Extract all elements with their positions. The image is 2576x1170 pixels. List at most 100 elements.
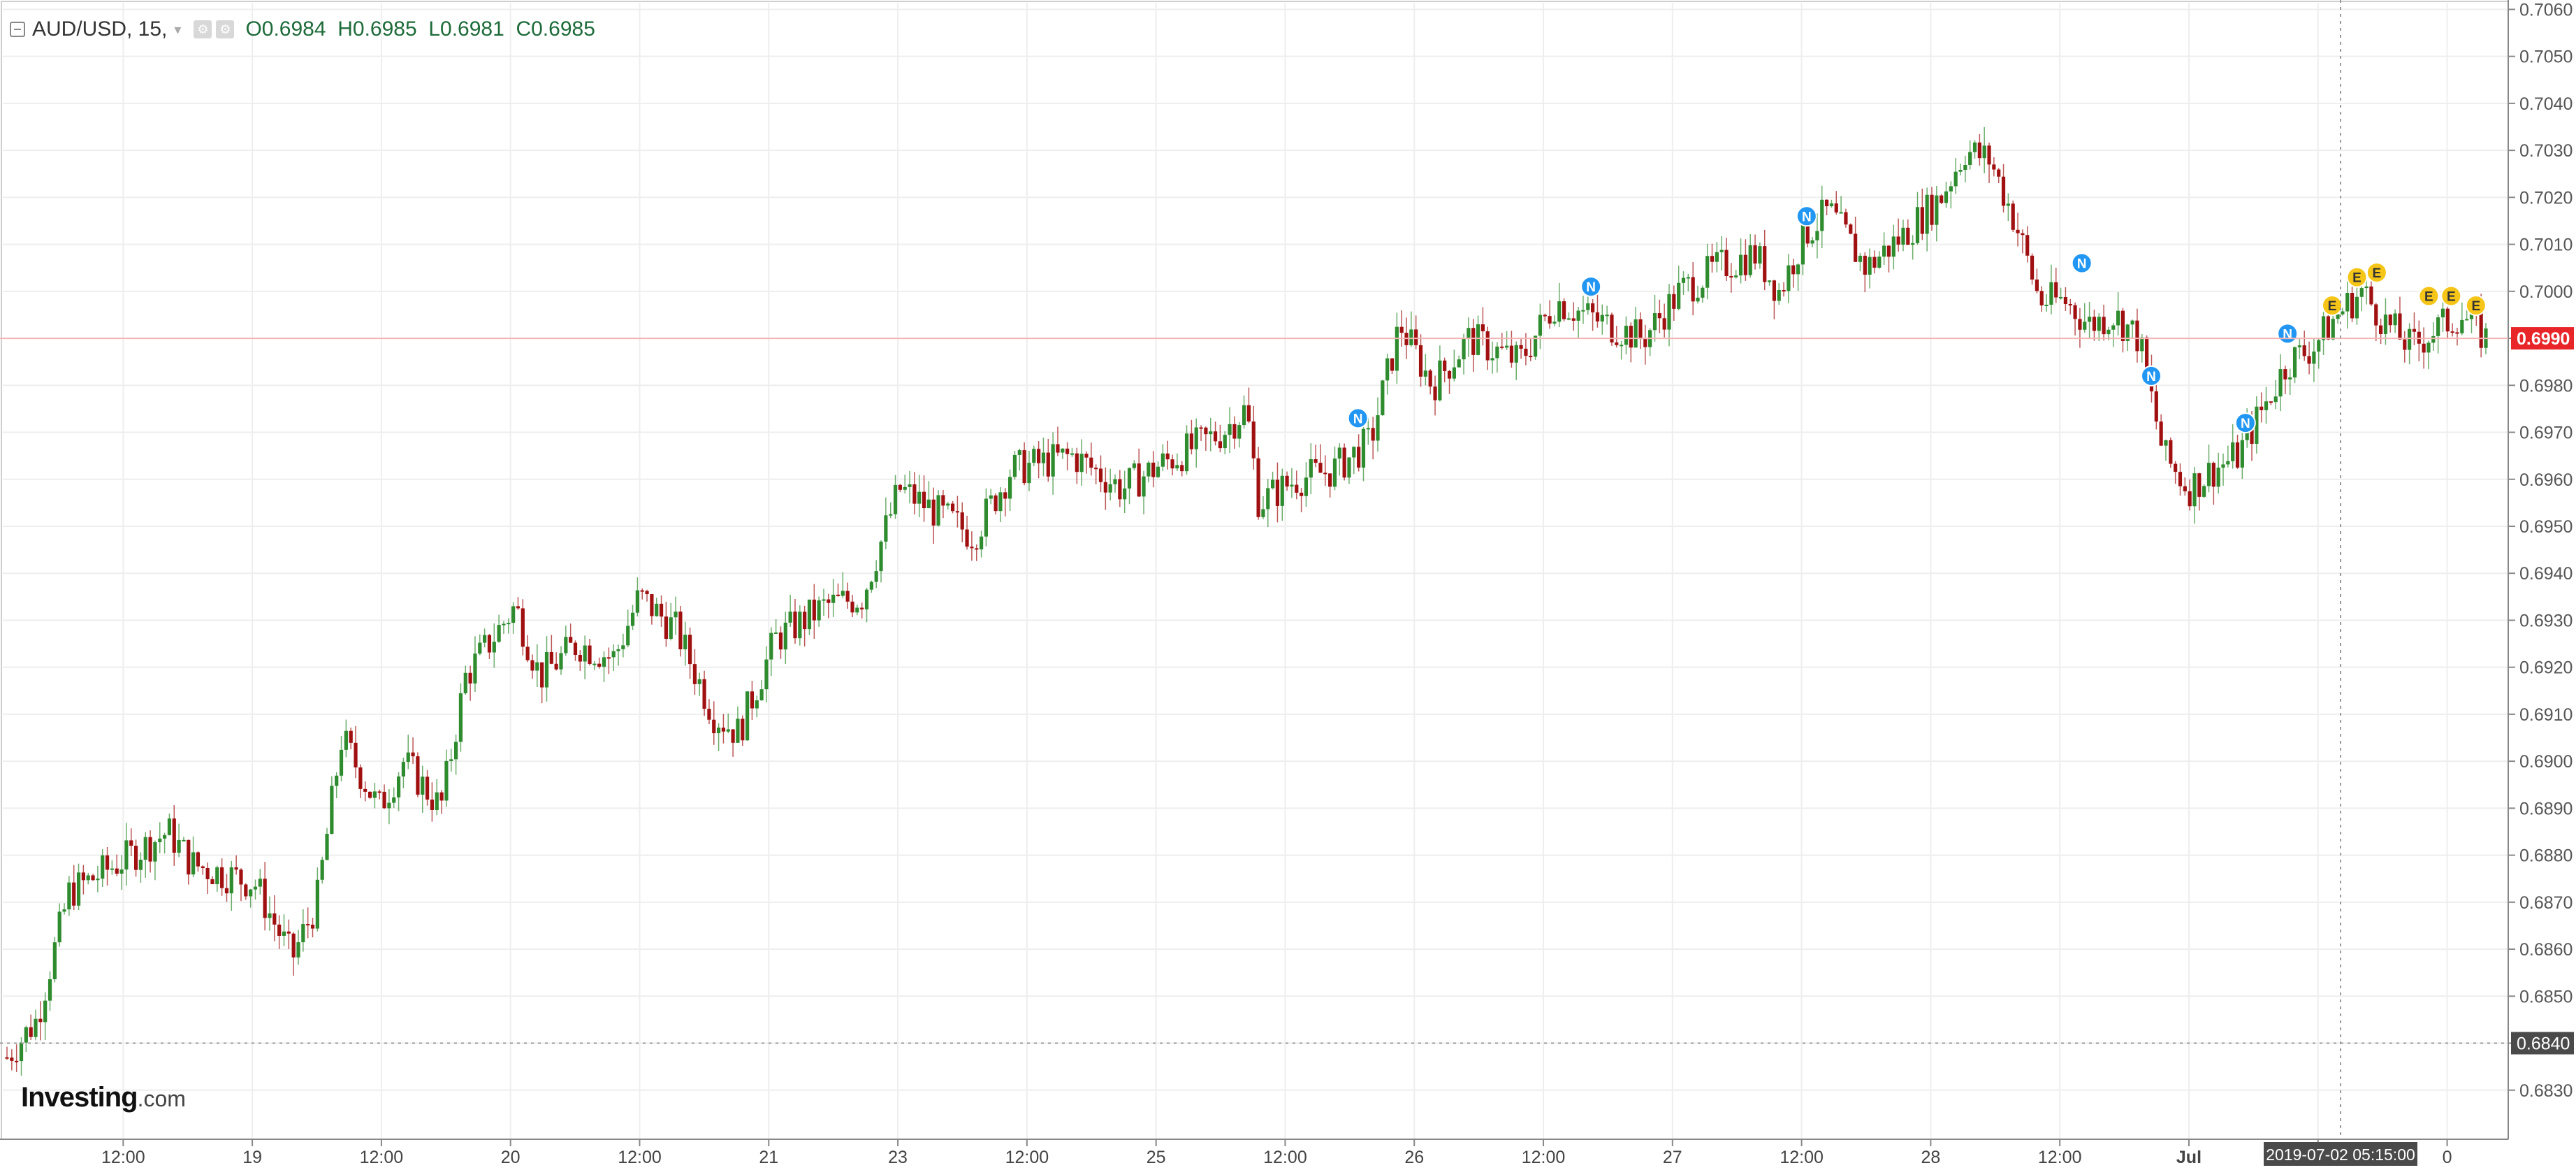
- candle-body[interactable]: [1854, 233, 1858, 262]
- candle-body[interactable]: [759, 689, 764, 701]
- candle-body[interactable]: [984, 498, 989, 537]
- candle-body[interactable]: [2111, 325, 2116, 330]
- candle-body[interactable]: [1997, 169, 2001, 177]
- candle-body[interactable]: [2174, 463, 2178, 472]
- candle-body[interactable]: [1552, 322, 1557, 324]
- candle-body[interactable]: [15, 1060, 19, 1062]
- candle-body[interactable]: [1142, 476, 1146, 497]
- candle-body[interactable]: [721, 728, 726, 732]
- candle-body[interactable]: [1476, 324, 1480, 355]
- candle-body[interactable]: [263, 879, 267, 918]
- candle-body[interactable]: [153, 842, 157, 862]
- candle-body[interactable]: [2083, 322, 2087, 330]
- candle-body[interactable]: [2130, 320, 2134, 325]
- candle-body[interactable]: [1485, 331, 1490, 361]
- candle-body[interactable]: [769, 633, 773, 660]
- candle-body[interactable]: [1686, 277, 1690, 279]
- candle-body[interactable]: [301, 924, 305, 943]
- candle-body[interactable]: [220, 867, 224, 888]
- candle-body[interactable]: [1342, 447, 1346, 478]
- candle-body[interactable]: [2326, 316, 2331, 340]
- candle-body[interactable]: [1132, 463, 1136, 468]
- candle-body[interactable]: [1290, 484, 1294, 487]
- candle-body[interactable]: [955, 511, 960, 513]
- candle-body[interactable]: [1930, 194, 1934, 225]
- candle-body[interactable]: [1557, 301, 1562, 322]
- candle-body[interactable]: [855, 607, 859, 613]
- candle-body[interactable]: [525, 647, 530, 660]
- candle-body[interactable]: [2393, 313, 2397, 326]
- candle-body[interactable]: [998, 492, 1003, 512]
- candle-body[interactable]: [1137, 463, 1141, 497]
- candle-body[interactable]: [72, 882, 76, 906]
- candle-body[interactable]: [2283, 369, 2287, 380]
- candle-body[interactable]: [162, 835, 167, 839]
- candle-body[interactable]: [34, 1018, 38, 1037]
- candle-body[interactable]: [244, 884, 248, 897]
- economic-event-marker[interactable]: E: [2465, 295, 2487, 317]
- candle-body[interactable]: [1184, 433, 1189, 472]
- candle-body[interactable]: [1796, 264, 1800, 275]
- candle-body[interactable]: [544, 651, 549, 688]
- candle-body[interactable]: [1820, 199, 1824, 231]
- candle-body[interactable]: [210, 879, 214, 885]
- candle-body[interactable]: [1385, 358, 1390, 381]
- candle-body[interactable]: [1810, 240, 1814, 244]
- candle-body[interactable]: [1987, 145, 1991, 165]
- candle-body[interactable]: [277, 924, 282, 936]
- candle-body[interactable]: [1056, 444, 1060, 453]
- candle-body[interactable]: [1490, 358, 1494, 361]
- candle-body[interactable]: [177, 839, 181, 853]
- candle-body[interactable]: [2264, 401, 2269, 410]
- candle-body[interactable]: [2307, 356, 2311, 364]
- candle-body[interactable]: [602, 657, 606, 667]
- candle-body[interactable]: [1657, 313, 1661, 319]
- candle-body[interactable]: [874, 571, 878, 582]
- candle-body[interactable]: [1180, 465, 1184, 472]
- candle-body[interactable]: [416, 756, 420, 795]
- candle-body[interactable]: [2255, 406, 2259, 444]
- candle-body[interactable]: [1576, 310, 1580, 321]
- candle-body[interactable]: [1051, 444, 1055, 477]
- candle-body[interactable]: [812, 599, 816, 621]
- candle-body[interactable]: [521, 608, 525, 647]
- candle-body[interactable]: [2102, 317, 2106, 335]
- collapse-legend-icon[interactable]: [10, 22, 25, 37]
- candle-body[interactable]: [1213, 431, 1218, 442]
- candle-body[interactable]: [1423, 370, 1427, 377]
- candle-body[interactable]: [2231, 442, 2235, 461]
- candle-body[interactable]: [52, 942, 57, 980]
- candles[interactable]: [5, 127, 2488, 1076]
- candle-body[interactable]: [1595, 312, 1600, 322]
- candle-body[interactable]: [19, 1042, 24, 1062]
- candle-body[interactable]: [2226, 461, 2230, 465]
- candle-body[interactable]: [827, 599, 831, 603]
- candle-body[interactable]: [110, 868, 114, 870]
- candle-body[interactable]: [1127, 468, 1132, 489]
- candle-body[interactable]: [697, 679, 701, 684]
- candle-body[interactable]: [229, 867, 233, 894]
- candle-body[interactable]: [1968, 152, 1972, 165]
- candle-body[interactable]: [2312, 351, 2316, 364]
- candle-body[interactable]: [879, 541, 883, 572]
- candle-body[interactable]: [2341, 311, 2345, 315]
- candle-body[interactable]: [62, 909, 66, 912]
- candle-body[interactable]: [43, 1000, 48, 1023]
- candle-body[interactable]: [573, 642, 578, 656]
- candle-body[interactable]: [115, 868, 119, 874]
- candle-body[interactable]: [2164, 440, 2168, 446]
- candle-body[interactable]: [1519, 345, 1523, 349]
- candle-body[interactable]: [549, 651, 553, 664]
- candle-body[interactable]: [1748, 245, 1752, 275]
- candle-body[interactable]: [1896, 236, 1900, 245]
- candle-body[interactable]: [564, 637, 568, 653]
- candle-body[interactable]: [1381, 380, 1385, 416]
- candle-body[interactable]: [396, 776, 401, 797]
- candle-body[interactable]: [712, 719, 716, 734]
- candle-body[interactable]: [1724, 250, 1729, 277]
- candle-body[interactable]: [91, 875, 95, 881]
- candle-body[interactable]: [1586, 303, 1590, 310]
- candle-body[interactable]: [798, 612, 802, 639]
- candle-body[interactable]: [630, 612, 635, 626]
